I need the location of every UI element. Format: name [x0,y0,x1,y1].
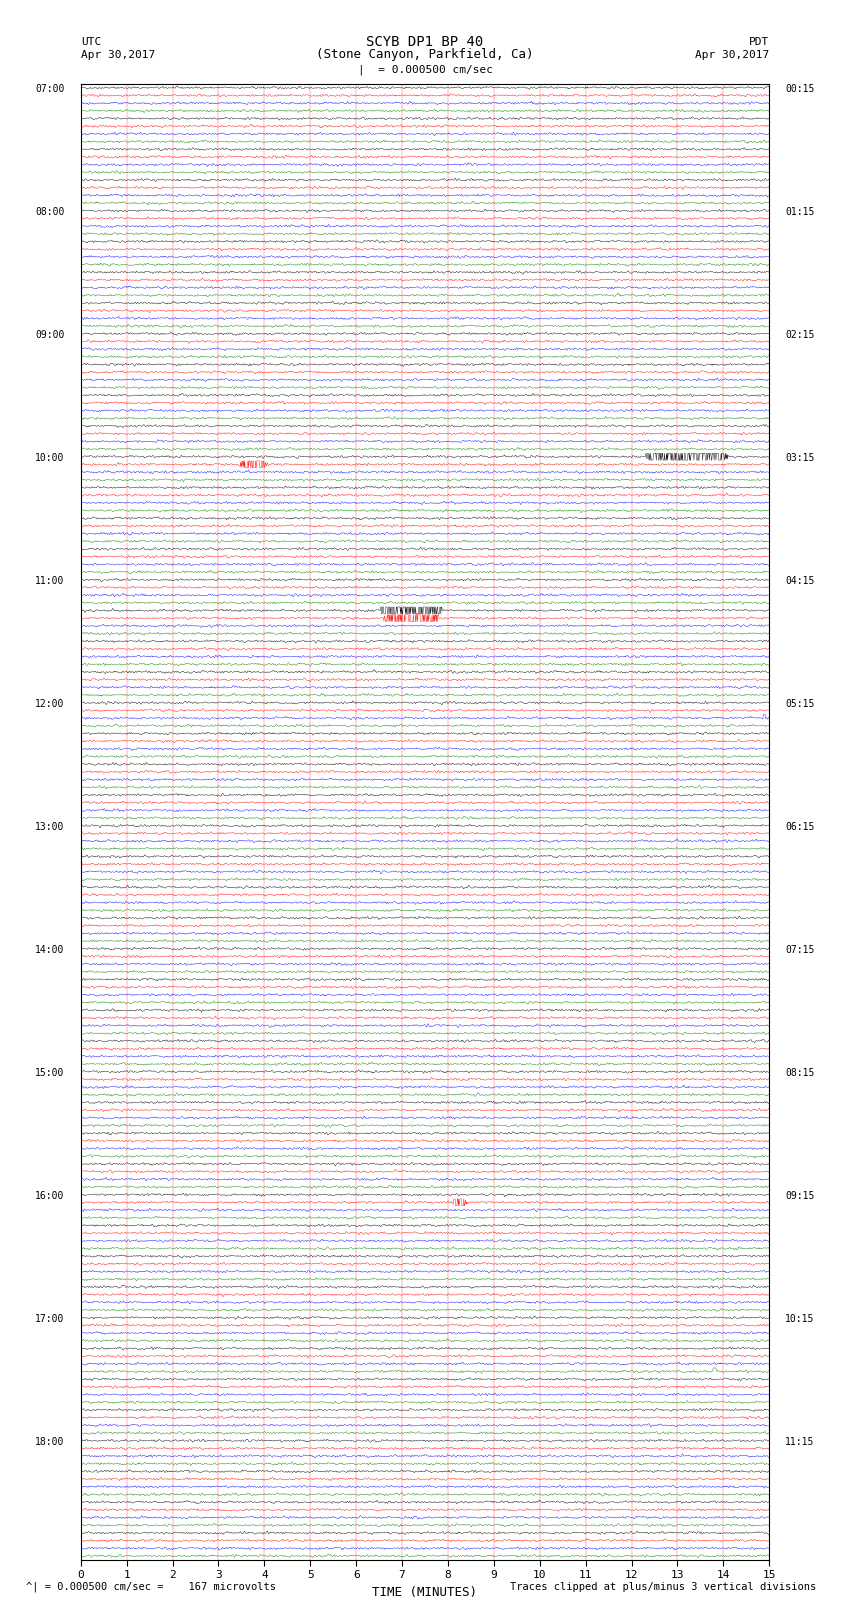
Text: 14:00: 14:00 [36,945,65,955]
Text: Traces clipped at plus/minus 3 vertical divisions: Traces clipped at plus/minus 3 vertical … [510,1582,816,1592]
Text: 18:00: 18:00 [36,1437,65,1447]
Text: 08:15: 08:15 [785,1068,814,1077]
Text: (Stone Canyon, Parkfield, Ca): (Stone Canyon, Parkfield, Ca) [316,48,534,61]
Text: 02:15: 02:15 [785,331,814,340]
Text: PDT: PDT [749,37,769,47]
X-axis label: TIME (MINUTES): TIME (MINUTES) [372,1586,478,1598]
Text: UTC: UTC [81,37,101,47]
Text: 06:15: 06:15 [785,823,814,832]
Text: |  = 0.000500 cm/sec: | = 0.000500 cm/sec [358,65,492,74]
Text: 10:00: 10:00 [36,453,65,463]
Text: 10:15: 10:15 [785,1313,814,1324]
Text: 11:00: 11:00 [36,576,65,586]
Text: 16:00: 16:00 [36,1190,65,1200]
Text: 04:15: 04:15 [785,576,814,586]
Text: 03:15: 03:15 [785,453,814,463]
Text: 11:15: 11:15 [785,1437,814,1447]
Text: 17:00: 17:00 [36,1313,65,1324]
Text: 00:15: 00:15 [785,84,814,94]
Text: Apr 30,2017: Apr 30,2017 [695,50,769,60]
Text: 12:00: 12:00 [36,698,65,708]
Text: 07:00: 07:00 [36,84,65,94]
Text: 05:15: 05:15 [785,698,814,708]
Text: 01:15: 01:15 [785,206,814,216]
Text: 15:00: 15:00 [36,1068,65,1077]
Text: SCYB DP1 BP 40: SCYB DP1 BP 40 [366,35,484,48]
Text: 08:00: 08:00 [36,206,65,216]
Text: 13:00: 13:00 [36,823,65,832]
Text: 09:00: 09:00 [36,331,65,340]
Text: 09:15: 09:15 [785,1190,814,1200]
Text: 07:15: 07:15 [785,945,814,955]
Text: ^| = 0.000500 cm/sec =    167 microvolts: ^| = 0.000500 cm/sec = 167 microvolts [26,1582,275,1592]
Text: Apr 30,2017: Apr 30,2017 [81,50,155,60]
